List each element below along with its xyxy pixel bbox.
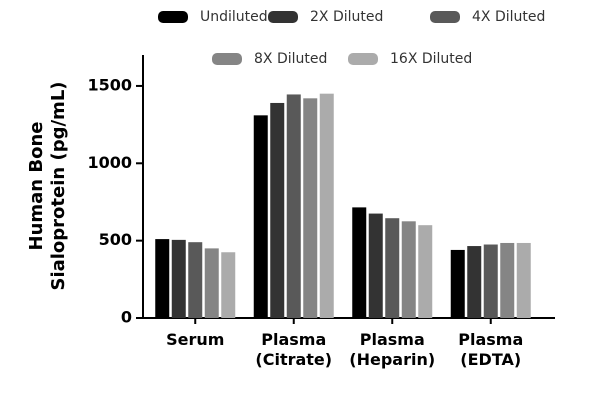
legend-label: 2X Diluted [310, 9, 383, 25]
bar [450, 249, 465, 318]
bar [286, 94, 301, 318]
bar [221, 252, 236, 318]
legend-swatch [158, 11, 188, 23]
x-tick-label: Plasma (EDTA) [458, 330, 524, 369]
y-tick-label: 1500 [87, 75, 132, 94]
legend-label: Undiluted [200, 9, 268, 25]
bar [483, 244, 498, 318]
legend-swatch [430, 11, 460, 23]
x-tick-label: Plasma (Citrate) [255, 330, 333, 369]
bar [188, 242, 203, 318]
legend-label: 8X Diluted [254, 51, 327, 67]
y-tick-label: 500 [99, 230, 132, 249]
bar [467, 246, 482, 318]
bar [253, 115, 268, 318]
bar [155, 239, 170, 318]
legend-swatch [268, 11, 298, 23]
x-tick-label: Plasma (Heparin) [349, 330, 436, 369]
bar [401, 221, 416, 318]
bar [418, 225, 433, 318]
y-tick-label: 0 [121, 308, 132, 327]
legend-label: 16X Diluted [390, 51, 472, 67]
legend-swatch [348, 53, 378, 65]
legend-label: 4X Diluted [472, 9, 545, 25]
bar [516, 242, 531, 318]
legend-swatch [212, 53, 242, 65]
bar [270, 102, 285, 318]
bar [171, 239, 186, 318]
bar [385, 218, 400, 318]
bar [319, 93, 334, 318]
y-tick-label: 1000 [87, 153, 132, 172]
bar [500, 242, 515, 318]
bar [368, 213, 383, 318]
bar [303, 98, 318, 318]
bar [204, 248, 219, 318]
y-axis-title: Human Bone Sialoprotein (pg/mL) [26, 81, 69, 291]
x-tick-label: Serum [166, 330, 225, 349]
bar [352, 207, 367, 318]
